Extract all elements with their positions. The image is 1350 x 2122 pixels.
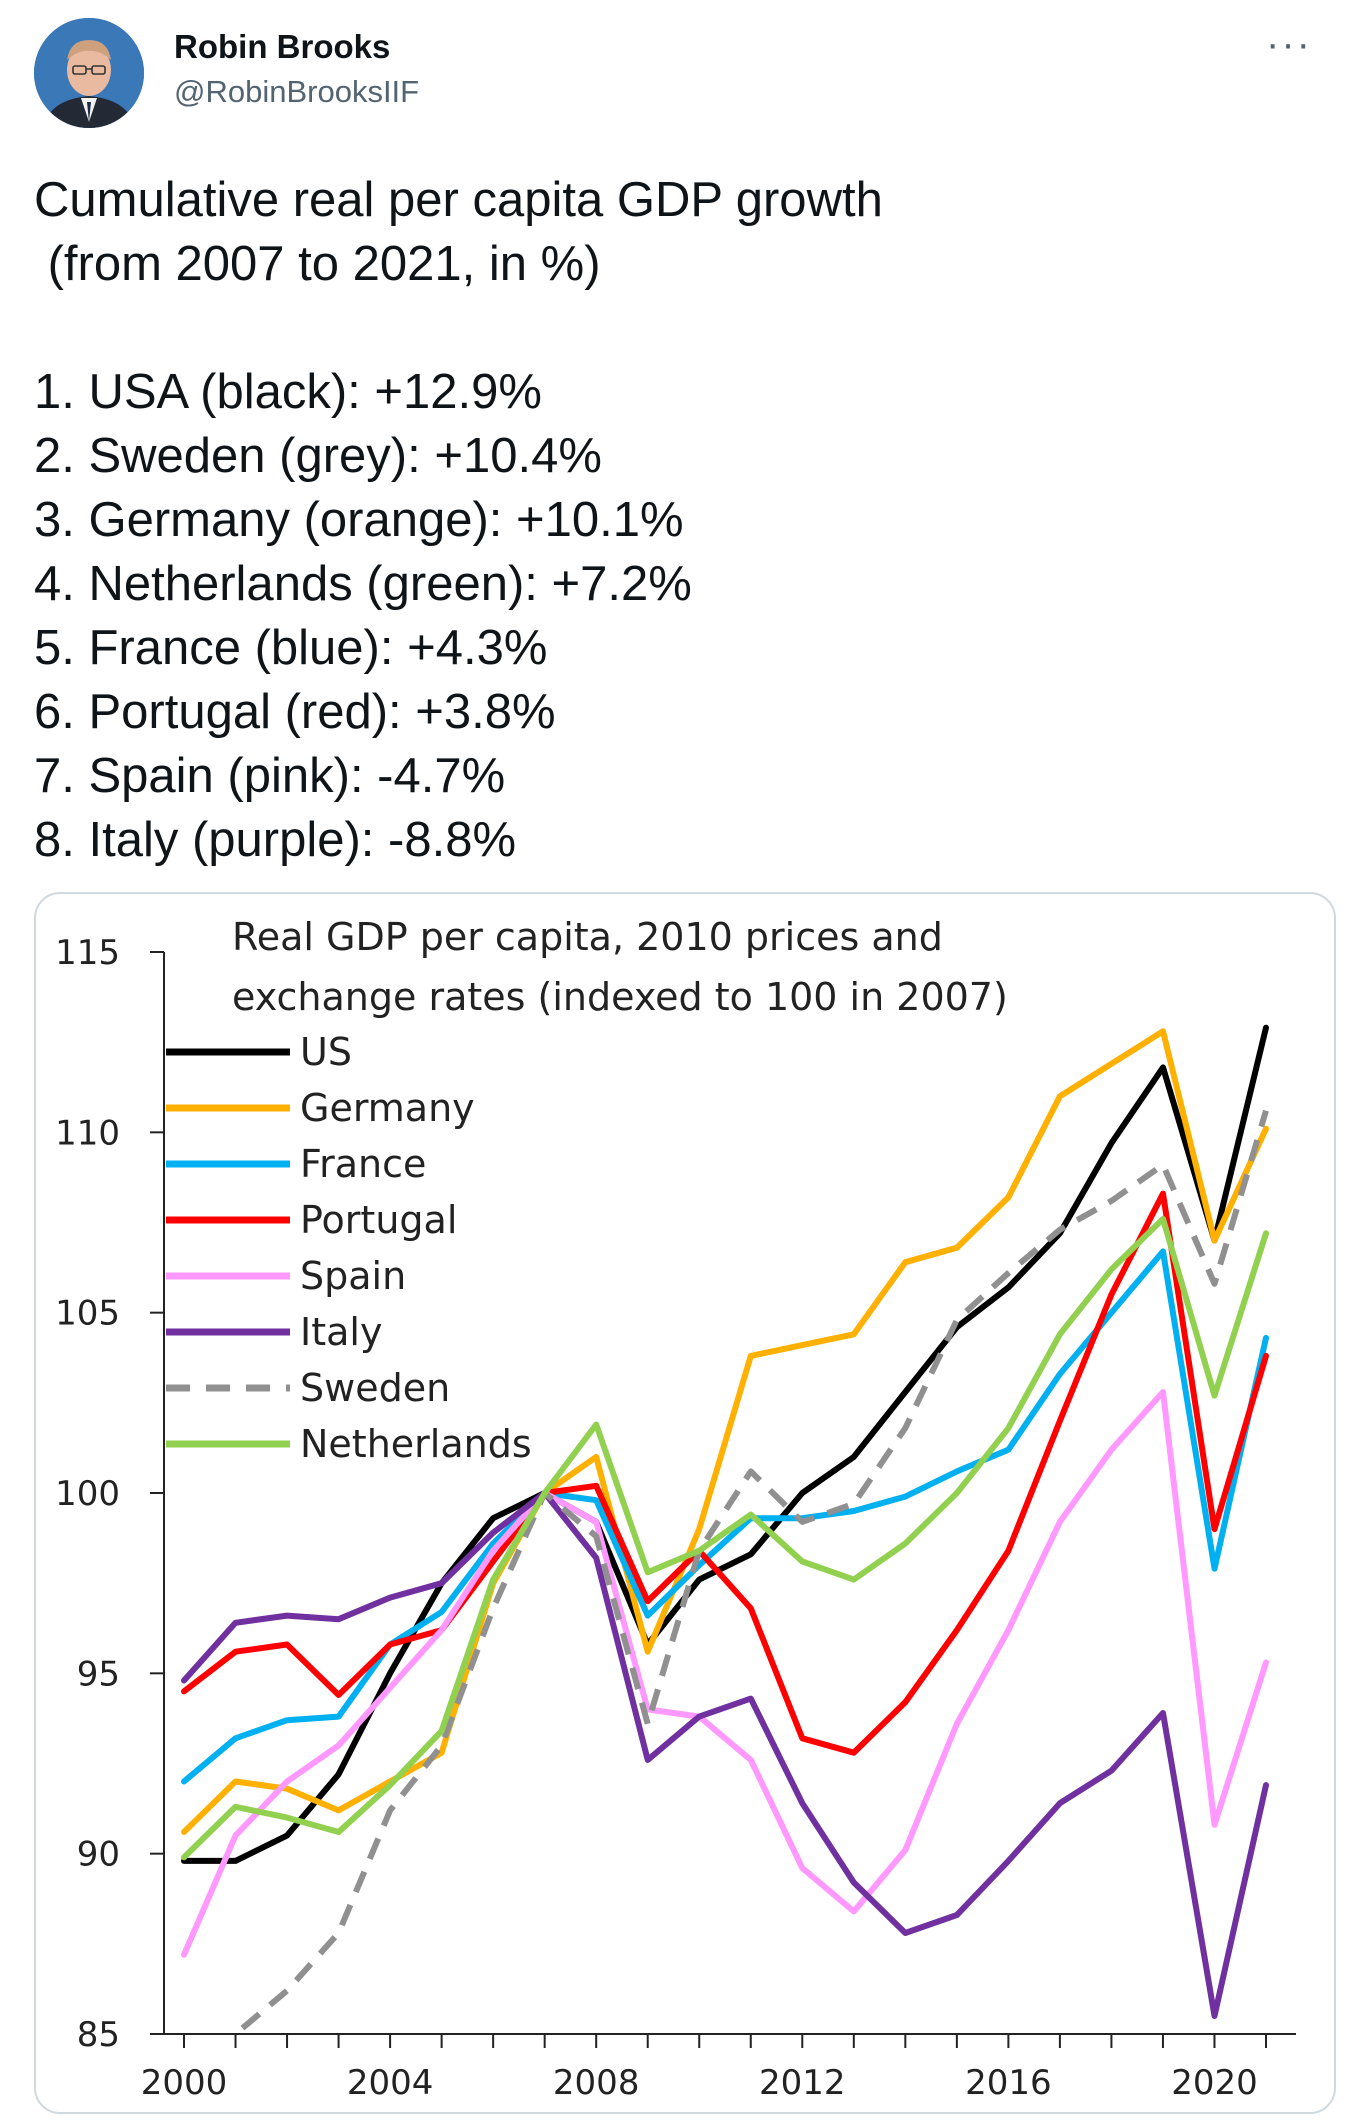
x-tick-label: 2016: [965, 2063, 1052, 2103]
tweet-title-line2: (from 2007 to 2021, in %): [34, 237, 601, 291]
series-line-sweden: [230, 1109, 1269, 2034]
legend-label-germany: Germany: [300, 1086, 475, 1130]
series-line-spain: [181, 1389, 1269, 1958]
ranking-item: 7. Spain (pink): -4.7%: [34, 749, 506, 803]
y-tick-label: 105: [55, 1294, 120, 1334]
person-avatar-icon: [34, 18, 144, 128]
y-tick-label: 95: [77, 1654, 120, 1694]
legend-label-us: US: [300, 1030, 352, 1074]
chart-title-line1: Real GDP per capita, 2010 prices and: [232, 915, 943, 959]
chart-legend: US Germany France Portugal Spain Italy Sweden N…: [166, 1030, 532, 1466]
ranking-item: 2. Sweden (grey): +10.4%: [34, 429, 602, 483]
chart-axes: 85 90 95 100 105 110 115 2000 2004 2008 2012 2016 20…: [55, 933, 1296, 2103]
tweet-text: Cumulative real per capita GDP growth (f…: [34, 168, 883, 872]
legend-label-france: France: [300, 1142, 426, 1186]
legend-label-portugal: Portugal: [300, 1198, 457, 1242]
ranking-item: 5. France (blue): +4.3%: [34, 621, 548, 675]
ranking-item: 1. USA (black): +12.9%: [34, 365, 542, 419]
series-line-france: [181, 1248, 1269, 1785]
legend-label-netherlands: Netherlands: [300, 1422, 532, 1466]
y-tick-label: 90: [77, 1835, 120, 1875]
x-tick-label: 2000: [141, 2063, 228, 2103]
ranking-item: 3. Germany (orange): +10.1%: [34, 493, 684, 547]
more-options-icon[interactable]: ···: [1266, 22, 1312, 66]
y-tick-label: 115: [55, 933, 120, 973]
chart-image-card[interactable]: 85 90 95 100 105 110 115 2000 2004 2008 2012 2016 20…: [34, 892, 1336, 2114]
tweet-title-line1: Cumulative real per capita GDP growth: [34, 173, 883, 227]
series-line-italy: [181, 1490, 1269, 2019]
ranking-item: 4. Netherlands (green): +7.2%: [34, 557, 692, 611]
ranking-item: 8. Italy (purple): -8.8%: [34, 813, 517, 867]
chart-title-line2: exchange rates (indexed to 100 in 2007): [232, 975, 1008, 1019]
legend-label-spain: Spain: [300, 1254, 406, 1298]
tweet-blank-line: [34, 296, 883, 360]
series-line-netherlands: [181, 1215, 1269, 1861]
legend-label-sweden: Sweden: [300, 1366, 450, 1410]
y-tick-label: 85: [77, 2015, 120, 2055]
chart-series: [181, 1024, 1269, 2034]
author-handle[interactable]: @RobinBrooksIIF: [174, 74, 420, 109]
author-name[interactable]: Robin Brooks: [174, 28, 391, 65]
series-line-portugal: [181, 1190, 1269, 1756]
y-tick-label: 110: [55, 1113, 120, 1153]
avatar[interactable]: [34, 18, 144, 128]
x-tick-label: 2004: [347, 2063, 434, 2103]
x-tick-label: 2008: [553, 2063, 640, 2103]
y-tick-label: 100: [55, 1474, 120, 1514]
gdp-line-chart: 85 90 95 100 105 110 115 2000 2004 2008 2012 2016 20…: [55, 915, 1296, 2103]
ranking-item: 6. Portugal (red): +3.8%: [34, 685, 556, 739]
x-tick-label: 2020: [1171, 2063, 1258, 2103]
series-line-germany: [181, 1028, 1269, 1835]
series-line-us: [181, 1024, 1269, 1864]
legend-label-italy: Italy: [300, 1310, 382, 1354]
x-tick-label: 2012: [759, 2063, 846, 2103]
